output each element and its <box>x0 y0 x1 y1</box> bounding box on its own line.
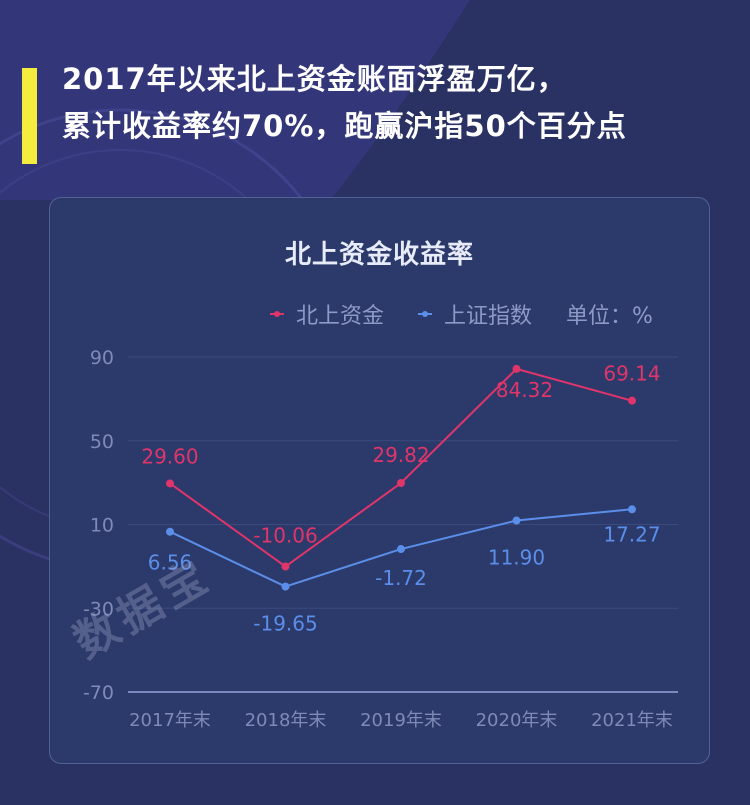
headline-line-1: 2017年以来北上资金账面浮盈万亿， <box>62 62 567 96</box>
data-label: 69.14 <box>603 362 660 386</box>
y-tick-label: 50 <box>90 431 114 453</box>
legend-label: 北上资金 <box>296 304 385 329</box>
data-point <box>166 527 174 536</box>
y-tick-label: 90 <box>90 347 114 369</box>
x-tick-label: 2020年末 <box>476 710 558 731</box>
x-tick-label: 2017年末 <box>129 710 211 731</box>
blue-line-marker-icon <box>418 309 433 319</box>
chart-card: 北上资金收益率 北上资金 上证指数 单位：% <box>49 197 710 764</box>
data-label: 17.27 <box>603 522 660 546</box>
data-label: -1.72 <box>375 566 427 590</box>
legend-item-northbound: 北上资金 <box>270 298 384 330</box>
data-point <box>166 479 174 488</box>
chart-legend: 北上资金 上证指数 单位：% <box>270 298 653 330</box>
data-point <box>628 396 636 405</box>
headline-line-2: 累计收益率约70%，跑赢沪指50个百分点 <box>62 109 627 143</box>
x-tick-label: 2021年末 <box>591 710 673 731</box>
red-line-marker-icon <box>270 309 284 319</box>
data-label: 84.32 <box>496 378 553 402</box>
y-tick-label: -70 <box>83 682 114 704</box>
chart-title: 北上资金收益率 <box>284 240 474 270</box>
legend-label: 上证指数 <box>444 304 533 329</box>
data-label: 6.56 <box>148 551 193 575</box>
data-label: -19.65 <box>253 612 317 636</box>
x-tick-label: 2018年末 <box>245 710 327 731</box>
series-line <box>169 367 633 568</box>
y-tick-label: -30 <box>83 598 114 620</box>
data-point <box>397 545 405 554</box>
data-label: 29.82 <box>372 443 429 467</box>
unit-label: 单位：% <box>566 304 653 329</box>
legend-item-shanghai-index: 上证指数 <box>418 298 532 330</box>
data-label: 29.60 <box>141 444 198 468</box>
data-label: -10.06 <box>253 524 317 548</box>
data-point <box>512 364 521 373</box>
x-tick-label: 2019年末 <box>360 710 442 731</box>
data-point <box>512 516 521 525</box>
data-point <box>397 479 405 488</box>
data-point <box>281 582 290 591</box>
data-point <box>281 562 290 571</box>
data-label: 11.90 <box>488 546 545 570</box>
data-point <box>628 505 636 514</box>
headline-accent-bar <box>22 68 37 164</box>
y-tick-label: 10 <box>90 515 114 537</box>
